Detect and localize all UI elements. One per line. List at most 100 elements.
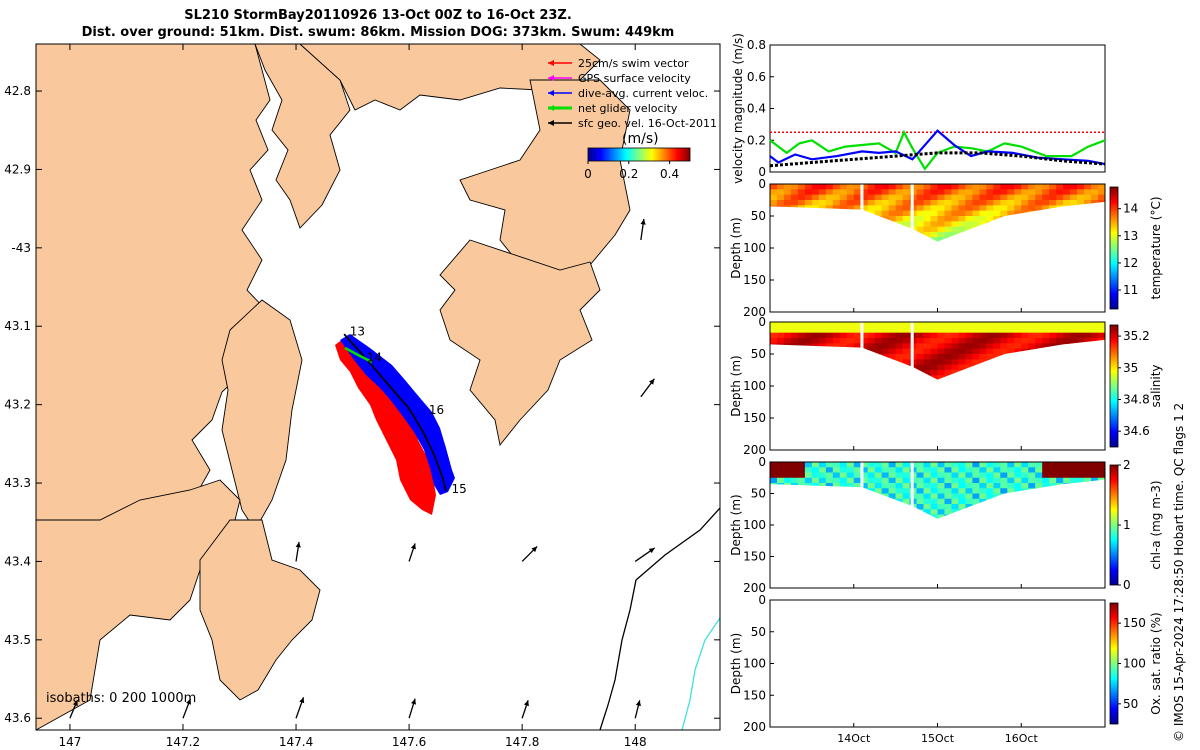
land-east-peninsula <box>439 239 601 447</box>
map-x-tick-label: 147 <box>58 735 81 749</box>
geo-velocity-arrow <box>408 698 416 719</box>
time-tick-label: 14Oct <box>837 732 871 745</box>
colorbar-tick-label: 35 <box>1123 361 1138 375</box>
geo-velocity-vectors <box>69 218 656 719</box>
depth-tick-label: 0 <box>758 593 766 607</box>
speed-colorbar: (m/s) 0 0.2 0.4 <box>584 131 691 181</box>
data-gap <box>910 322 914 386</box>
colorbar-tick-label: 13 <box>1123 229 1138 243</box>
colorbar-tick-label: 34.6 <box>1123 424 1150 438</box>
land-north-coast <box>299 44 601 111</box>
legend-label: dive-avg. current veloc. <box>578 87 708 100</box>
colorbar-label: salinity <box>1149 364 1163 407</box>
depth-tick-label: 50 <box>751 625 766 639</box>
depth-tick-label: 200 <box>743 443 766 457</box>
isobath-deep <box>681 617 720 730</box>
depth-tick-label: 150 <box>743 411 766 425</box>
legend-entry: dive-avg. current veloc. <box>548 87 708 100</box>
map-y-tick-label: 42.8 <box>4 84 31 98</box>
velocity-y-tick-label: 0.2 <box>747 133 766 147</box>
depth-tick-label: 100 <box>743 241 766 255</box>
track-day-label: 16 <box>429 403 444 417</box>
colorbar-tick-label: 0 <box>1123 578 1131 592</box>
velocity-series-line <box>769 129 1106 166</box>
legend-label: net glider velocity <box>578 102 678 115</box>
velocity-y-tick-label: 0.4 <box>747 102 766 116</box>
land-south-peninsula <box>199 519 321 701</box>
depth-tick-label: 0 <box>758 177 766 191</box>
map-y-tick-label: 43.6 <box>4 711 31 725</box>
map-y-tick-label: 42.9 <box>4 162 31 176</box>
geo-velocity-arrow <box>69 699 79 719</box>
colorbar-tick-label: 0.2 <box>619 167 638 181</box>
chart-title-line2: Dist. over ground: 51km. Dist. swum: 86k… <box>81 25 675 40</box>
velocity-series-line <box>769 129 1106 171</box>
depth-tick-label: 100 <box>743 518 766 532</box>
isobaths-label: isobaths: 0 200 1000m <box>46 691 196 706</box>
velocity-series-line <box>769 151 1106 168</box>
depth-tick-label: 200 <box>743 720 766 734</box>
depth-tick-label: 50 <box>751 487 766 501</box>
depth-tick-label: 0 <box>758 315 766 329</box>
track-day-label: 13 <box>350 325 365 339</box>
imos-credit: © IMOS 15-Apr-2024 17:28:50 Hobart time.… <box>1172 402 1186 742</box>
velocity-axis-label: velocity magnitude (m/s) <box>731 33 745 184</box>
velocity-y-tick-label: 0 <box>758 165 766 179</box>
isobath-1000m <box>599 507 720 730</box>
geo-velocity-arrow <box>295 541 301 562</box>
depth-tick-label: 0 <box>758 455 766 469</box>
salinity-panel: 0 50 100 150 200 Depth (m) 34.6 34.8 35 35.2 salin… <box>730 315 1163 457</box>
map-y-tick-label: 43.2 <box>4 398 31 412</box>
geo-velocity-arrow <box>182 698 192 719</box>
oxygen-colorbar: 50 100 150 Ox. sat. ratio (%) <box>1109 602 1163 725</box>
colorbar-ticks: 0 0.2 0.4 <box>584 161 679 181</box>
map-y-tick-label: 43.1 <box>4 319 31 333</box>
colorbar-label: temperature (°C) <box>1149 197 1163 300</box>
map-y-tick-label: -43 <box>11 241 31 255</box>
map-legend: 25cm/s swim vector GPS surface velocity di… <box>548 57 717 130</box>
data-gap <box>860 184 864 248</box>
map-x-tick-label: 147.8 <box>505 735 539 749</box>
chl-a-colorbar: 0 1 2 chl-a (mg m-3) <box>1109 458 1163 592</box>
land-central-island <box>221 299 303 531</box>
geo-velocity-arrow <box>521 545 538 562</box>
swim-vector-fan <box>335 335 436 515</box>
temperature-panel: 0 50 100 150 200 Depth (m) 11 12 13 14 temperature… <box>730 177 1163 319</box>
depth-tick-label: 200 <box>743 581 766 595</box>
depth-tick-label: 100 <box>743 379 766 393</box>
legend-label: GPS surface velocity <box>578 72 691 85</box>
velocity-y-tick-label: 0.6 <box>747 70 766 84</box>
map-axis-ticks: 147 147.2 147.4 147.6 147.8 148 42.8 42.9 -43 43.… <box>4 44 720 749</box>
depth-tick-label: 50 <box>751 209 766 223</box>
track-day-label: 15 <box>451 482 466 496</box>
colorbar-tick-label: 0.4 <box>660 167 679 181</box>
time-tick-label: 16Oct <box>1005 732 1039 745</box>
geo-velocity-arrow <box>408 543 416 562</box>
colorbar-tick-label: 35.2 <box>1123 329 1150 343</box>
depth-axis-label: Depth (m) <box>730 633 743 694</box>
geo-velocity-arrow <box>640 218 646 241</box>
temperature-colorbar: 11 12 13 14 temperature (°C) <box>1109 186 1163 310</box>
depth-tick-label: 150 <box>743 688 766 702</box>
depth-axis-label: Depth (m) <box>730 217 743 278</box>
geo-velocity-arrow <box>634 547 656 562</box>
colorbar-unit: (m/s) <box>622 131 659 147</box>
data-gap <box>910 184 914 248</box>
legend-label: sfc geo. vel. 16-Oct-2011 <box>578 117 717 130</box>
geo-velocity-arrow <box>521 700 529 719</box>
land-northwest-peninsula <box>254 44 351 229</box>
colorbar-tick-label: 11 <box>1123 283 1138 297</box>
colorbar-tick-label: 34.8 <box>1123 392 1150 406</box>
colorbar-tick-label: 2 <box>1123 458 1131 472</box>
map-x-tick-label: 148 <box>624 735 647 749</box>
depth-tick-label: 100 <box>743 657 766 671</box>
map-x-tick-label: 147.2 <box>166 735 200 749</box>
data-gap <box>860 462 864 525</box>
salinity-colorbar: 34.6 34.8 35 35.2 salinity <box>1109 324 1163 448</box>
depth-axis-label: Depth (m) <box>730 355 743 416</box>
